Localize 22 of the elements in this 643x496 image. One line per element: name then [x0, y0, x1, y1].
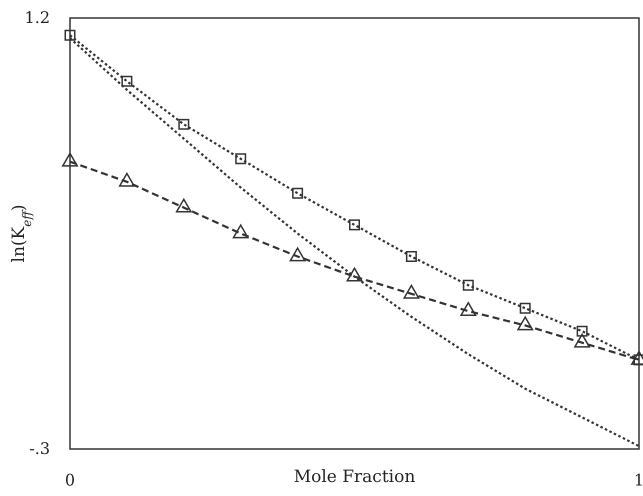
point — [574, 334, 590, 348]
point — [349, 219, 360, 230]
point — [403, 284, 420, 299]
x-tick-label: 0 — [64, 470, 76, 490]
point — [178, 118, 190, 130]
x-tick-label: 1 — [634, 470, 643, 490]
point — [517, 316, 534, 330]
y-tick-label: 1.2 — [24, 8, 50, 28]
point — [118, 172, 135, 187]
point — [64, 30, 76, 41]
point — [406, 250, 417, 262]
point — [62, 152, 78, 167]
point — [176, 198, 192, 213]
point — [235, 153, 246, 164]
y-tick-label: -.3 — [29, 439, 50, 458]
point — [121, 76, 132, 87]
point — [290, 247, 306, 262]
point — [292, 188, 304, 199]
point — [460, 302, 476, 316]
point — [346, 268, 362, 282]
x-axis-title: Mole Fraction — [294, 467, 416, 487]
point — [232, 224, 249, 238]
